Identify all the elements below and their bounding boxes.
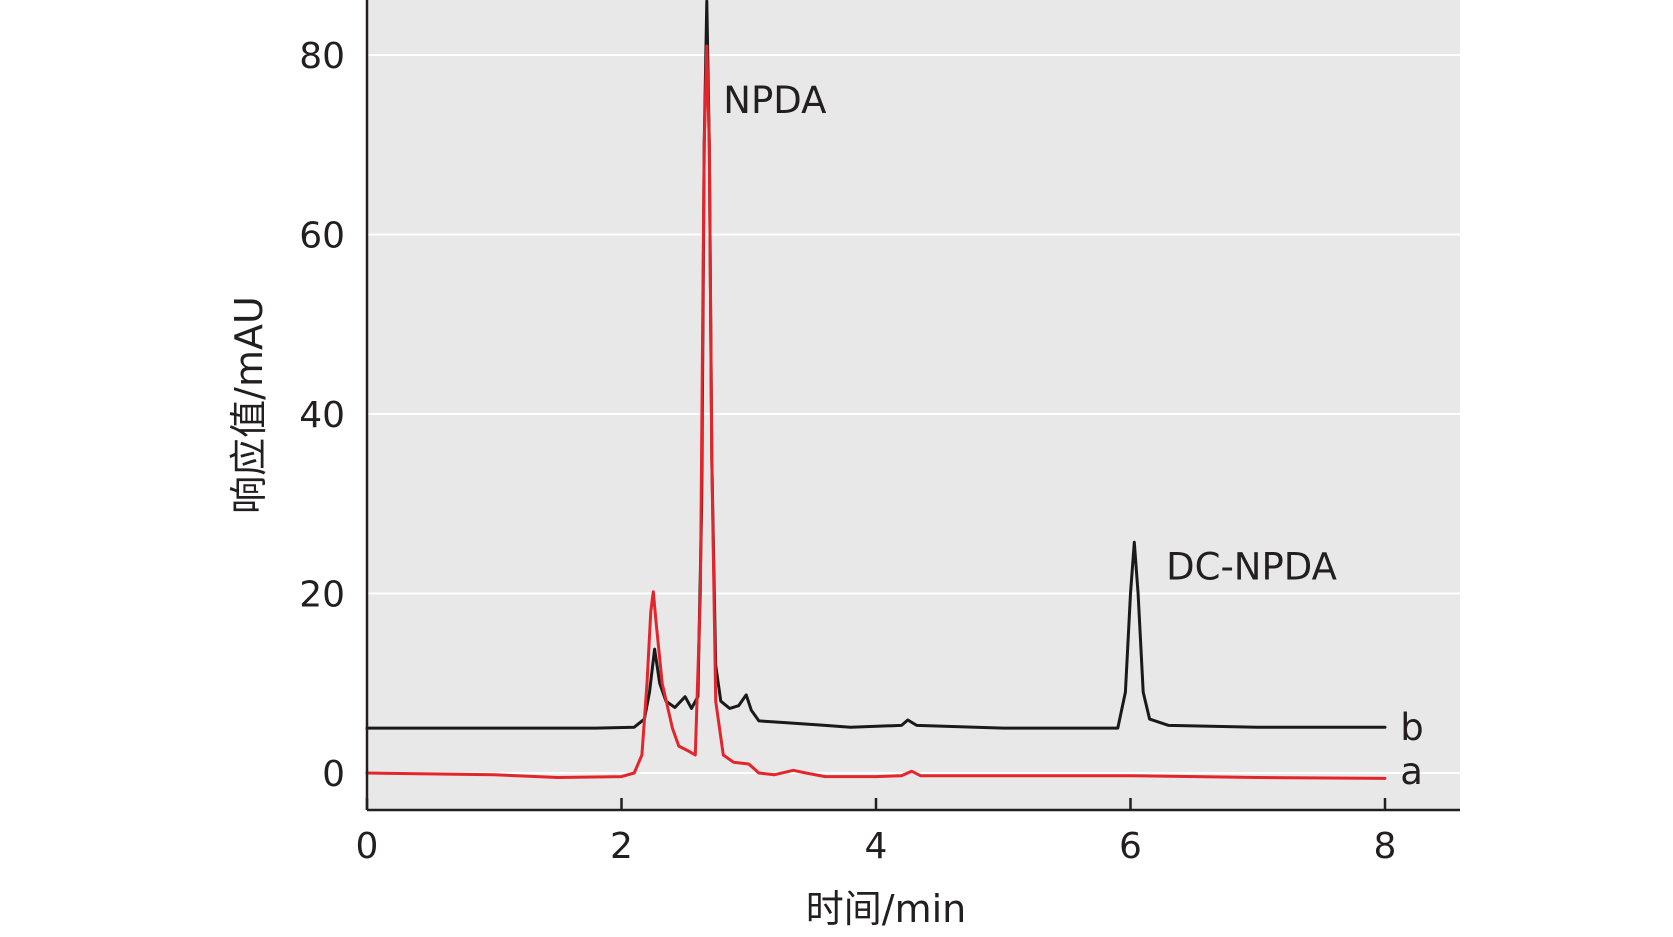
annotations: NPDA DC-NPDA ba [723,79,1423,793]
y-tick-label-40: 40 [299,395,345,436]
x-tick-label-8: 8 [1374,826,1397,867]
annotation-3: a [1400,750,1423,793]
x-axis-ticks: 0 2 4 6 8 [356,798,1397,867]
annotation-1: DC-NPDA [1166,546,1337,589]
series-layer [365,0,1387,780]
x-tick-label-6: 6 [1119,826,1142,867]
x-tick-label-2: 2 [610,826,633,867]
y-tick-label-80: 80 [299,36,345,77]
annotation-2: b [1400,706,1424,749]
y-axis-label: 响应值/mAU [227,296,271,514]
axes [365,0,1460,812]
series-line-a [365,44,1387,780]
y-axis-ticks: 0 20 40 60 80 [299,36,345,795]
annotation-0: NPDA [723,79,826,122]
x-tick-label-4: 4 [865,826,888,867]
plot-background [367,0,1460,810]
series-line-b [365,0,1387,730]
x-tick-label-0: 0 [356,826,379,867]
x-axis-label: 时间/min [806,887,966,931]
y-tick-label-20: 20 [299,575,345,616]
y-tick-label-0: 0 [322,754,345,795]
y-tick-label-60: 60 [299,216,345,257]
gridlines [367,54,1460,774]
